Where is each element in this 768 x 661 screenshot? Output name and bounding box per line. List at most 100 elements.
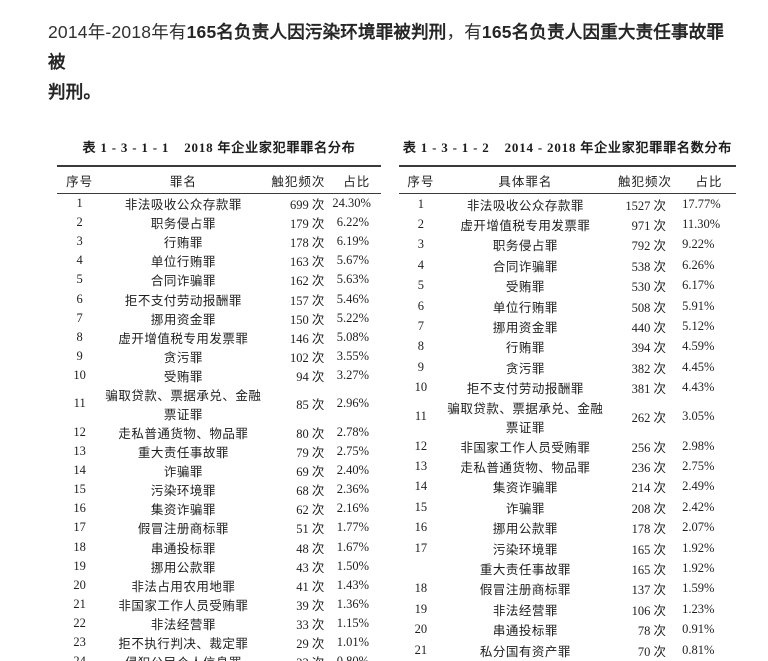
percentage-value: 2.16% — [336, 501, 369, 516]
column-header-index: 序号 — [407, 174, 435, 189]
intro-text-segment-bold: 165名负责人因污染环境罪被判刑 — [186, 22, 447, 42]
row-index: 18 — [414, 581, 428, 596]
table-header-row: 序号 罪名 触犯频次 占比 — [57, 166, 381, 194]
table-row: 7 挪用资金罪 150 次 5.22% — [57, 309, 381, 328]
crime-name: 行贿罪 — [163, 236, 203, 251]
crime-name: 集资诈骗罪 — [492, 481, 558, 496]
table-row: 3 行贿罪 178 次 6.19% — [57, 232, 381, 251]
table-row: 22 非法经营罪 33 次 1.15% — [57, 614, 381, 633]
percentage-value: 2.75% — [682, 458, 715, 473]
percentage-value: 4.45% — [682, 359, 715, 374]
table-row: 18 串通投标罪 48 次 1.67% — [57, 538, 381, 557]
frequency-value: 440 次 — [631, 321, 667, 336]
table-row: 1 非法吸收公众存款罪 1527 次 17.77% — [399, 194, 736, 215]
row-index: 10 — [414, 380, 428, 395]
crime-name: 侵犯公民个人信息罪 — [102, 652, 264, 661]
crime-name: 职务侵占罪 — [150, 217, 216, 232]
row-index: 20 — [414, 622, 428, 637]
percentage-value: 1.15% — [336, 615, 369, 630]
frequency-value: 102 次 — [290, 350, 325, 365]
row-index: 7 — [76, 310, 83, 325]
row-index: 6 — [417, 298, 425, 313]
intro-text-segment-bold: 判刑。 — [48, 82, 102, 102]
percentage-value: 1.50% — [336, 558, 369, 573]
frequency-value: 29 次 — [296, 637, 325, 652]
column-header-crime: 罪名 — [169, 174, 197, 189]
crime-name: 合同诈骗罪 — [150, 274, 216, 289]
table-2014-2018-crime-distribution: 表 1 - 3 - 1 - 2 2014 - 2018 年企业家犯罪罪名数分布 序… — [399, 137, 736, 661]
crime-name: 非法吸收公众存款罪 — [124, 198, 242, 213]
frequency-value: 157 次 — [290, 293, 325, 308]
intro-text-segment: ，有 — [446, 22, 482, 42]
table-number-label: 表 1 - 3 - 1 - 2 — [402, 140, 490, 155]
table-row: 16 挪用公款罪 178 次 2.07% — [399, 517, 736, 537]
crime-name: 挪用公款罪 — [150, 560, 216, 575]
percentage-value: 2.07% — [682, 520, 715, 535]
frequency-value: 530 次 — [631, 280, 667, 295]
table-row: 3 职务侵占罪 792 次 9.22% — [399, 235, 736, 255]
table-row: 2 虚开增值税专用发票罪 971 次 11.30% — [399, 214, 736, 234]
table-row: 7 挪用资金罪 440 次 5.12% — [399, 316, 736, 336]
crime-name: 拒不支付劳动报酬罪 — [466, 382, 584, 397]
table-row: 11 骗取贷款、票据承兑、金融票证罪 85 次 2.96% — [57, 385, 381, 423]
table-row: 14 集资诈骗罪 214 次 2.49% — [399, 477, 736, 497]
crime-name: 串通投标罪 — [492, 624, 558, 639]
frequency-value: 165 次 — [631, 542, 667, 557]
percentage-value: 6.26% — [682, 257, 715, 272]
frequency-value: 256 次 — [631, 440, 667, 455]
crime-name: 污染环境罪 — [150, 484, 216, 499]
row-index: 3 — [76, 234, 83, 249]
percentage-value: 1.43% — [336, 577, 369, 592]
frequency-value: 699 次 — [290, 198, 325, 213]
table-row: 5 受贿罪 530 次 6.17% — [399, 276, 736, 296]
table-row: 19 非法经营罪 106 次 1.23% — [399, 599, 736, 619]
percentage-value: 1.59% — [682, 581, 715, 596]
crime-name: 非法占用农用地罪 — [131, 579, 236, 594]
column-header-index: 序号 — [66, 174, 94, 189]
frequency-value: 208 次 — [631, 501, 667, 516]
frequency-value: 94 次 — [296, 369, 325, 384]
table-row: 6 单位行贿罪 508 次 5.91% — [399, 296, 736, 316]
percentage-value: 5.22% — [336, 310, 369, 325]
percentage-value: 5.63% — [336, 272, 369, 287]
row-index: 5 — [417, 278, 425, 293]
row-index: 24 — [57, 652, 102, 661]
row-index: 18 — [73, 539, 86, 554]
row-index: 12 — [73, 424, 86, 439]
table-row: 23 拒不执行判决、裁定罪 29 次 1.01% — [57, 633, 381, 652]
row-index: 20 — [73, 577, 86, 592]
percentage-value: 9.22% — [682, 237, 715, 252]
crime-name: 重大责任事故罪 — [137, 446, 229, 461]
table-row: 6 拒不支付劳动报酬罪 157 次 5.46% — [57, 289, 381, 308]
row-index: 13 — [414, 458, 428, 473]
row-index: 17 — [414, 540, 428, 555]
frequency-value: 68 次 — [296, 484, 325, 499]
percentage-value: 4.43% — [682, 380, 715, 395]
table-row: 重大责任事故罪 165 次 1.92% — [399, 558, 736, 578]
table-row: 8 虚开增值税专用发票罪 146 次 5.08% — [57, 328, 381, 347]
row-index: 6 — [76, 291, 83, 306]
frequency-value: 508 次 — [631, 300, 667, 315]
percentage-value: 2.96% — [336, 396, 369, 411]
column-header-crime: 具体罪名 — [498, 174, 553, 189]
crime-table-2018: 序号 罪名 触犯频次 占比 1 非法吸收公众存款罪 699 次 24.30% 2 职务侵占… — [57, 165, 381, 661]
percentage-value: 1.23% — [682, 601, 715, 616]
frequency-value: 163 次 — [290, 255, 325, 270]
frequency-value: 381 次 — [631, 382, 667, 397]
crime-name: 假冒注册商标罪 — [479, 583, 571, 598]
crime-name: 虚开增值税专用发票罪 — [118, 331, 249, 346]
percentage-value: 6.19% — [336, 234, 369, 249]
row-index: 9 — [76, 348, 83, 363]
row-index: 10 — [73, 367, 86, 382]
row-index: 19 — [414, 601, 428, 616]
row-index: 14 — [73, 463, 86, 478]
percentage-value: 3.55% — [336, 348, 369, 363]
row-index: 11 — [73, 396, 86, 411]
table-2018-crime-distribution: 表 1 - 3 - 1 - 1 2018 年企业家犯罪罪名分布 序号 罪名 触犯频… — [57, 137, 381, 661]
frequency-value: 165 次 — [631, 562, 667, 577]
crime-name: 受贿罪 — [163, 369, 203, 384]
table-title-text: 2018 年企业家犯罪罪名分布 — [184, 140, 356, 155]
row-index: 15 — [73, 482, 86, 497]
frequency-value: 178 次 — [631, 522, 667, 537]
percentage-value: 5.08% — [336, 329, 369, 344]
